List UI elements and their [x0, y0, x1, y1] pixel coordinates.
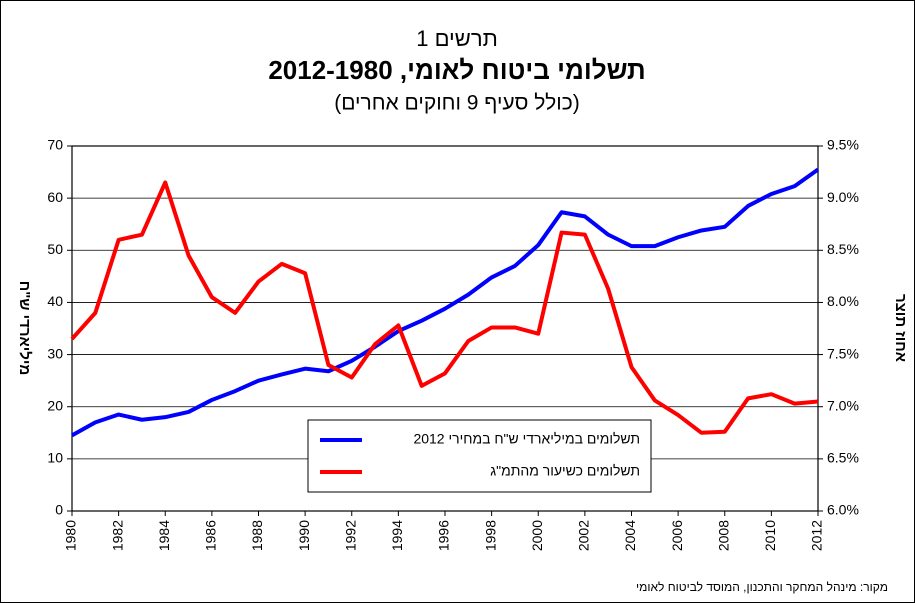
- x-tick-label: 2000: [529, 520, 545, 551]
- y-axis-label: מיליארדי ש"ח: [16, 281, 33, 376]
- x-tick-label: 1996: [436, 520, 452, 551]
- chart-title: תשלומי ביטוח לאומי, 2012-1980: [268, 55, 645, 85]
- x-tick-label: 1984: [156, 520, 172, 551]
- y2-tick-label: 7.0%: [827, 397, 859, 413]
- y-tick-label: 40: [47, 293, 63, 309]
- x-tick-label: 2006: [669, 520, 685, 551]
- y-tick-label: 70: [47, 137, 63, 153]
- y-tick-label: 60: [47, 189, 63, 205]
- x-tick-label: 2012: [809, 520, 825, 551]
- chart-label: תרשים 1: [416, 26, 498, 51]
- x-tick-label: 1998: [482, 520, 498, 551]
- series-line: [71, 167, 820, 438]
- y2-tick-label: 9.0%: [827, 189, 859, 205]
- y2-tick-label: 8.0%: [827, 293, 859, 309]
- y2-axis-label: אחוז תוצר: [892, 294, 909, 362]
- y2-tick-label: 7.5%: [827, 345, 859, 361]
- legend-label: תשלומים במיליארדי ש"ח במחירי 2012: [413, 431, 640, 447]
- chart-subtitle: (כולל סעיף 9 וחוקים אחרים): [334, 92, 580, 115]
- x-tick-label: 1992: [342, 520, 358, 551]
- x-tick-label: 1982: [109, 520, 125, 551]
- y2-tick-label: 9.5%: [827, 137, 859, 153]
- legend-box: [307, 419, 652, 493]
- x-tick-label: 1994: [389, 520, 405, 551]
- x-tick-label: 2008: [715, 520, 731, 551]
- source-note: מקור: מינהל המחקר והתכנון, המוסד לביטוח …: [636, 580, 888, 594]
- y2-tick-label: 6.0%: [827, 502, 859, 518]
- y2-tick-label: 8.5%: [827, 241, 859, 257]
- y-tick-label: 20: [47, 397, 63, 413]
- y-tick-label: 30: [47, 345, 63, 361]
- y-tick-label: 10: [47, 450, 63, 466]
- y-tick-label: 0: [55, 502, 63, 518]
- x-tick-label: 1988: [249, 520, 265, 551]
- x-tick-label: 2010: [762, 520, 778, 551]
- x-tick-label: 1980: [63, 520, 79, 551]
- legend-label: תשלומים כשיעור מהתמ"ג: [490, 463, 640, 479]
- x-tick-label: 2004: [622, 520, 638, 551]
- x-tick-label: 1990: [296, 520, 312, 551]
- y-tick-label: 50: [47, 241, 63, 257]
- plot-border: [71, 145, 819, 512]
- x-tick-label: 2002: [576, 520, 592, 551]
- y2-tick-label: 6.5%: [827, 450, 859, 466]
- series-line: [70, 180, 819, 435]
- x-tick-label: 1986: [203, 520, 219, 551]
